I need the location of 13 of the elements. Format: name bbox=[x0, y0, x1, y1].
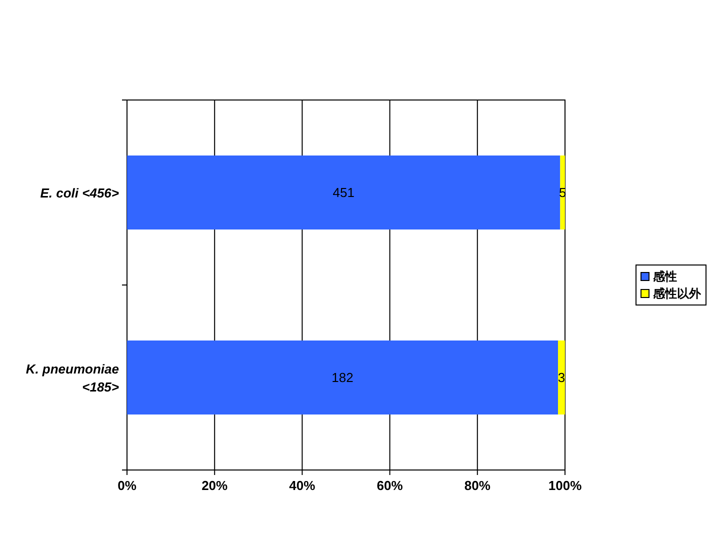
x-tick-label: 60% bbox=[376, 478, 404, 493]
y-tick-label: E. coli <456> bbox=[40, 185, 120, 200]
x-tick-label: 0% bbox=[118, 478, 137, 493]
x-tick-label: 20% bbox=[202, 478, 228, 493]
annotation: 3 bbox=[558, 370, 566, 385]
annotation: 182 bbox=[332, 370, 354, 385]
x-tick-label: 40% bbox=[289, 478, 316, 493]
y-tick-label: K. pneumoniae <185> bbox=[26, 361, 120, 394]
x-tick-label: 80% bbox=[464, 478, 491, 493]
annotation: 451 bbox=[332, 185, 354, 200]
legend-label: 感性以外 bbox=[652, 286, 702, 300]
legend-label: 感性 bbox=[652, 270, 677, 284]
x-tick-label: 100% bbox=[548, 478, 582, 493]
